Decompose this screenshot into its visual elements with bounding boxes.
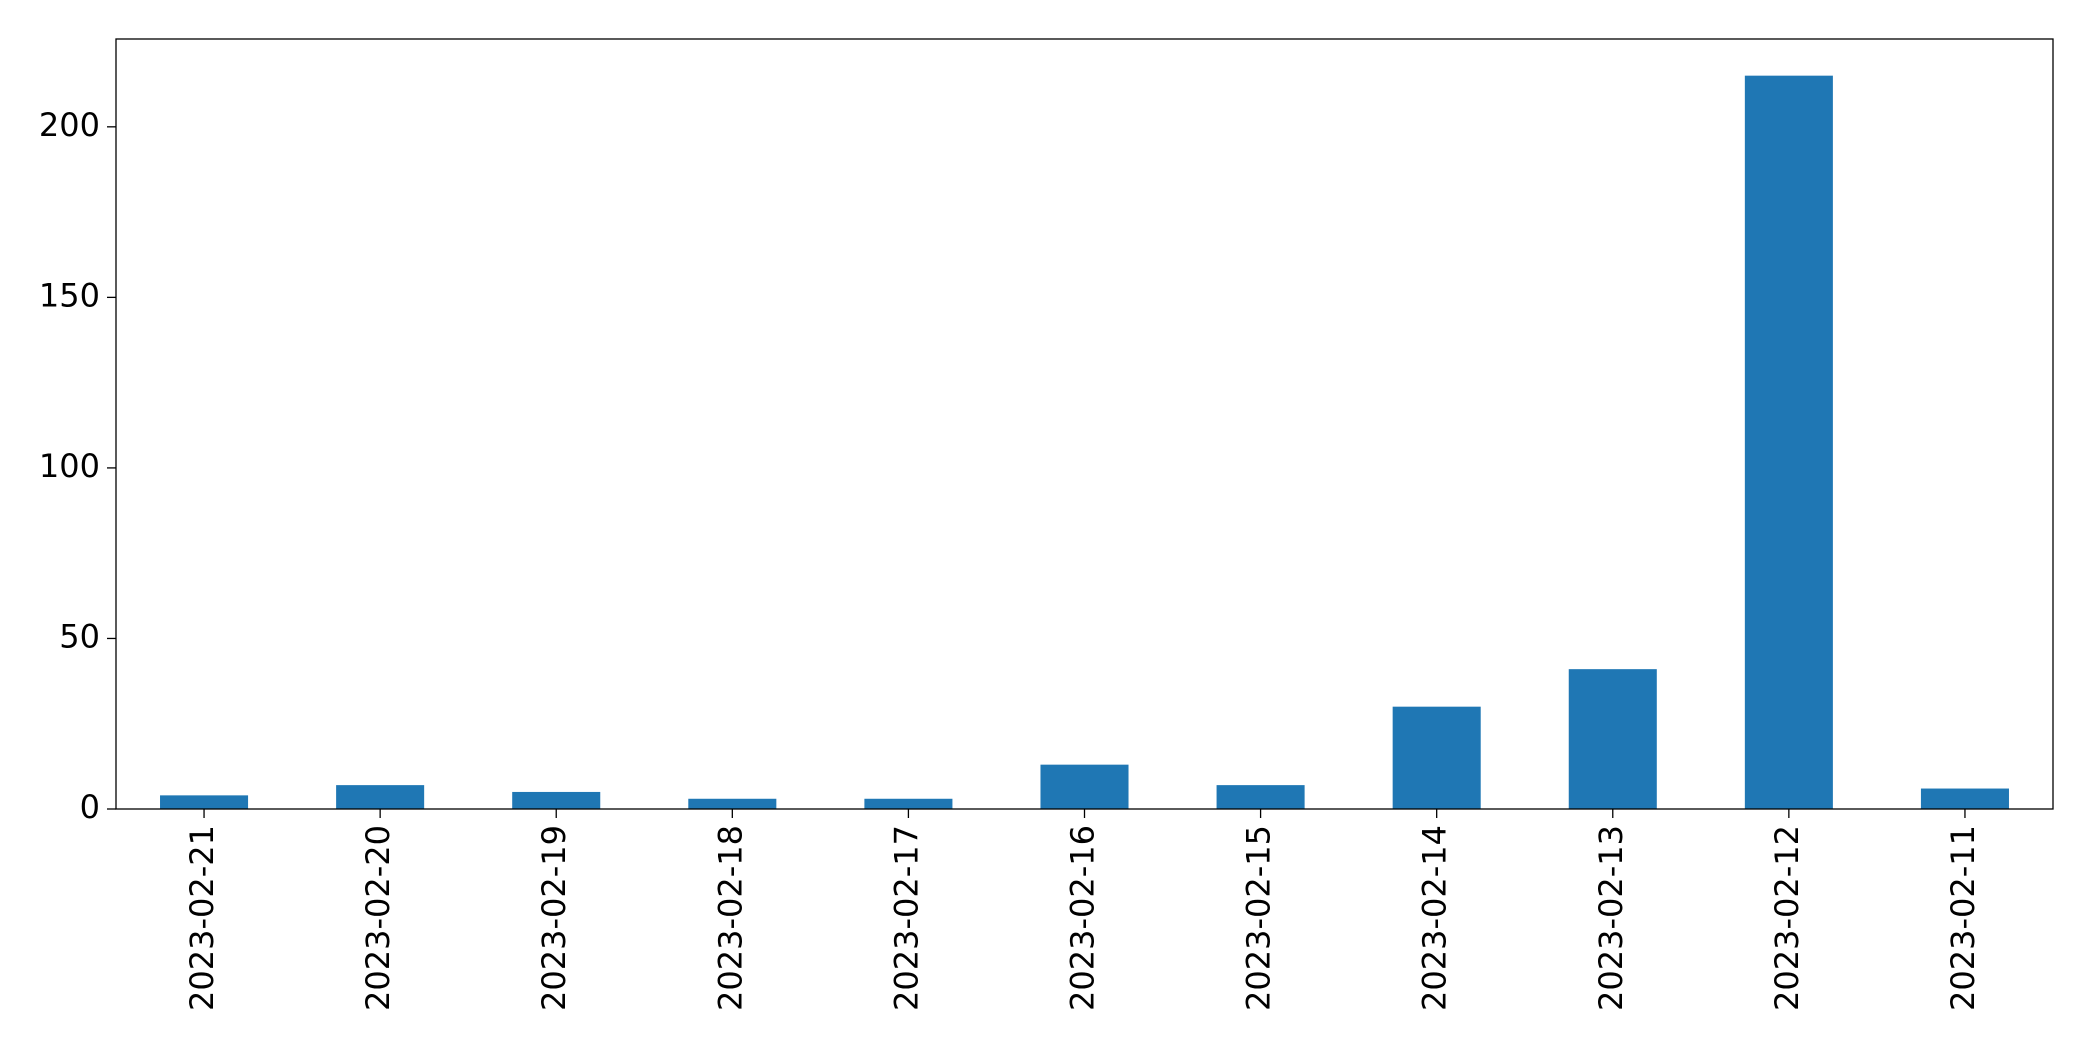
x-tick-label: 2023-02-14: [1416, 825, 1454, 1011]
y-tick-label: 50: [59, 617, 100, 655]
x-tick-label: 2023-02-13: [1592, 825, 1630, 1011]
x-tick-label: 2023-02-12: [1768, 825, 1806, 1011]
y-tick-label: 200: [39, 106, 100, 144]
x-tick-label: 2023-02-11: [1944, 825, 1982, 1011]
bar: [336, 785, 425, 809]
x-tick-label: 2023-02-15: [1240, 825, 1278, 1011]
bar: [864, 798, 953, 809]
plot-frame: [115, 38, 2054, 810]
bar: [512, 791, 601, 809]
bar: [1392, 706, 1481, 809]
x-tick-label: 2023-02-17: [887, 825, 925, 1011]
x-tick-label: 2023-02-19: [535, 825, 573, 1011]
x-tick-label: 2023-02-21: [183, 825, 221, 1011]
bar: [1744, 75, 1833, 809]
x-tick-label: 2023-02-16: [1064, 825, 1102, 1011]
bar: [688, 798, 777, 809]
bar: [1568, 669, 1657, 809]
bar: [1920, 788, 2009, 809]
x-tick-label: 2023-02-18: [711, 825, 749, 1011]
bar: [1216, 785, 1305, 809]
bar: [160, 795, 249, 809]
y-tick-label: 150: [39, 276, 100, 314]
y-tick-label: 100: [39, 447, 100, 485]
y-tick-label: 0: [80, 788, 100, 826]
x-tick-label: 2023-02-20: [359, 825, 397, 1011]
bar: [1040, 764, 1129, 809]
